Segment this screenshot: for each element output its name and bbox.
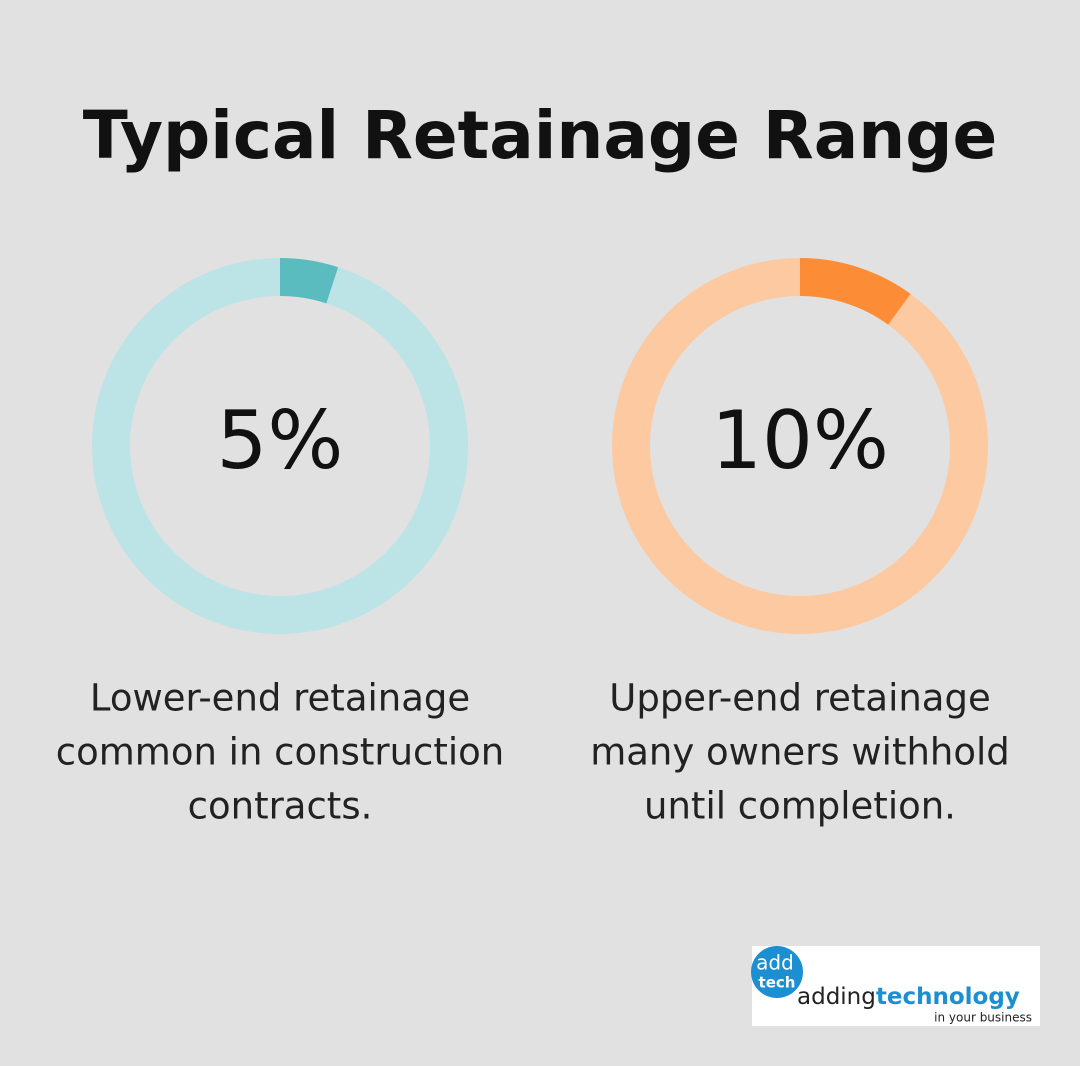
- value-label: 5%: [217, 394, 344, 487]
- caption-line: Lower-end retainage: [90, 677, 470, 720]
- logo-word-bold: technology: [876, 984, 1020, 1010]
- logo-word-light: adding: [797, 984, 876, 1010]
- caption-line: until completion.: [644, 785, 956, 828]
- caption-line: many owners withhold: [590, 731, 1010, 774]
- caption-line: Upper-end retainage: [609, 677, 990, 720]
- caption-line: contracts.: [188, 785, 373, 828]
- logo-word: addingtechnology: [797, 984, 1020, 1010]
- value-label: 10%: [711, 394, 889, 487]
- logo-tagline: in your business: [934, 1011, 1032, 1025]
- title: Typical Retainage Range: [83, 97, 998, 174]
- logo-badge: [751, 946, 803, 998]
- caption-line: common in construction: [56, 731, 505, 774]
- logo: add tech addingtechnology in your busine…: [751, 946, 1040, 1026]
- logo-box: [752, 946, 1040, 1026]
- logo-badge-bottom: tech: [759, 974, 796, 992]
- logo-badge-top: add: [756, 951, 794, 975]
- donut-arc: [799, 258, 911, 325]
- donut-arc: [279, 258, 339, 304]
